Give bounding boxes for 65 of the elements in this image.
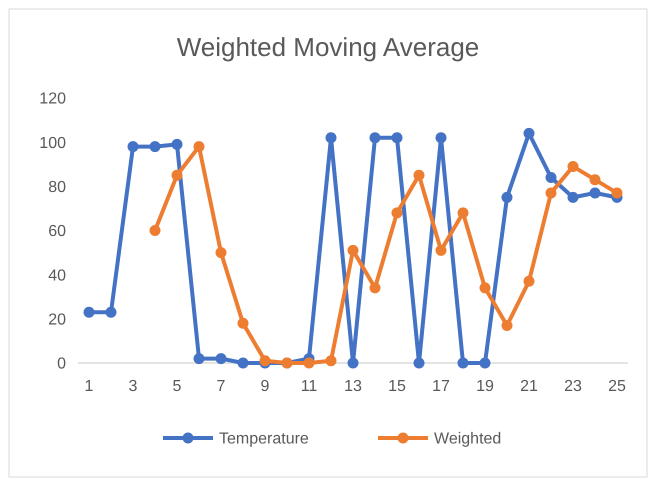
point [392, 132, 402, 144]
point [458, 207, 468, 218]
point [84, 306, 94, 318]
y-tick-label: 20 [48, 311, 66, 328]
y-tick-label: 40 [48, 267, 66, 284]
x-tick-label: 1 [84, 378, 94, 395]
y-tick-label: 80 [48, 178, 66, 196]
point [260, 355, 270, 366]
point [128, 141, 138, 152]
point [414, 358, 424, 368]
x-tick-label: 9 [260, 378, 270, 395]
point [480, 358, 490, 368]
point [590, 174, 600, 186]
point [612, 187, 622, 198]
point [216, 353, 226, 364]
x-tick-label: 17 [432, 378, 450, 395]
point [106, 306, 116, 318]
point [172, 138, 182, 150]
point [370, 132, 380, 144]
y-tick-label: 0 [57, 356, 66, 373]
point [480, 282, 490, 294]
point [546, 172, 556, 183]
point [524, 128, 534, 139]
point [238, 318, 248, 329]
y-tick-label: 120 [39, 90, 66, 108]
point [502, 320, 512, 331]
point [458, 358, 468, 368]
x-tick-label: 3 [128, 378, 138, 395]
point [194, 353, 204, 364]
legend-label: Weighted [434, 430, 502, 448]
x-tick-label: 7 [216, 378, 226, 395]
point [436, 244, 446, 256]
point [238, 358, 248, 368]
x-tick-label: 11 [300, 378, 318, 395]
point [524, 276, 534, 287]
x-tick-label: 25 [608, 378, 626, 395]
point [436, 132, 446, 144]
point [326, 355, 336, 366]
x-tick-label: 23 [564, 378, 582, 395]
point [348, 244, 358, 256]
point [590, 187, 600, 198]
point [304, 358, 314, 368]
x-tick-label: 13 [344, 378, 362, 395]
point [150, 225, 160, 236]
point [172, 170, 182, 181]
point [568, 160, 578, 172]
point [150, 141, 160, 152]
point [568, 192, 578, 203]
point [414, 170, 424, 181]
point [216, 247, 226, 258]
x-tick-label: 21 [520, 378, 538, 395]
legend-label: Temperature [219, 430, 309, 448]
chart-title: Weighted Moving Average [176, 32, 480, 62]
point [326, 132, 336, 144]
point [546, 187, 556, 198]
point [194, 141, 204, 152]
point [392, 207, 402, 218]
point [370, 282, 380, 294]
x-tick-label: 19 [476, 378, 494, 395]
point [502, 192, 512, 203]
point [348, 358, 358, 368]
y-tick-label: 60 [48, 223, 66, 240]
y-tick-label: 100 [39, 134, 66, 152]
x-tick-label: 5 [172, 378, 182, 395]
x-tick-label: 15 [388, 378, 406, 395]
